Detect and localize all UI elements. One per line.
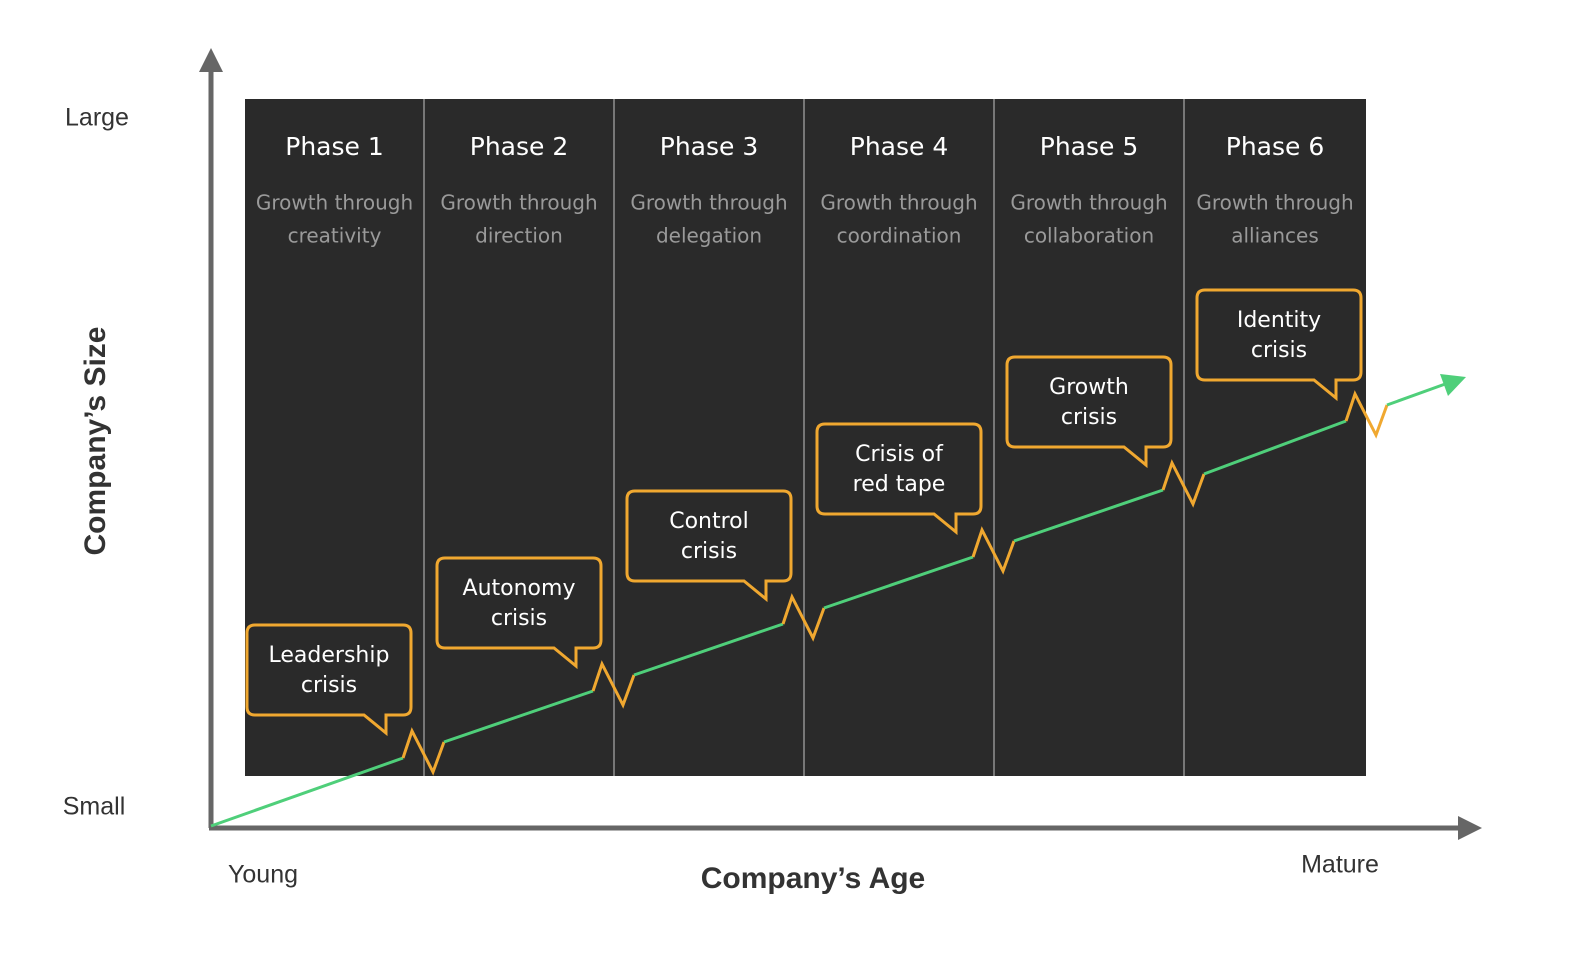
phase-subtitle: creativity <box>288 224 382 248</box>
crisis-callout <box>625 489 793 603</box>
phase-title: Phase 4 <box>850 132 949 161</box>
crisis-label: Growth <box>1049 375 1129 400</box>
x-left-label: Young <box>228 861 298 889</box>
phase-panel <box>245 99 1366 776</box>
phase-title: Phase 6 <box>1226 132 1325 161</box>
phase-subtitle: collaboration <box>1024 224 1154 248</box>
crisis-label: Leadership <box>269 643 390 668</box>
crisis-callout <box>815 422 983 536</box>
crisis-label: Control <box>669 509 749 534</box>
crisis-label: crisis <box>301 673 357 698</box>
phase-subtitle: Growth through <box>1010 191 1167 215</box>
growth-line <box>1386 381 1449 407</box>
crisis-zigzag <box>1344 390 1389 439</box>
phase-subtitle: Growth through <box>630 191 787 215</box>
crisis-zigzag <box>1161 459 1206 508</box>
y-axis-title: Company’s Size <box>79 327 112 556</box>
crisis-zigzag <box>781 593 826 642</box>
crisis-label: crisis <box>681 539 737 564</box>
y-bottom-label: Small <box>63 793 126 821</box>
phase-subtitle: Growth through <box>820 191 977 215</box>
crisis-label: red tape <box>853 472 946 497</box>
crisis-callout <box>1195 288 1363 402</box>
phase-subtitle: direction <box>475 224 563 248</box>
phase-title: Phase 5 <box>1040 132 1139 161</box>
growth-line <box>633 622 784 677</box>
growth-line <box>1203 419 1347 476</box>
phase-subtitle: alliances <box>1231 224 1319 248</box>
crisis-zigzag <box>591 660 636 709</box>
y-top-label: Large <box>65 104 129 132</box>
growth-arrow <box>1440 374 1466 396</box>
phase-subtitle: Growth through <box>440 191 597 215</box>
phase-title: Phase 2 <box>470 132 569 161</box>
x-right-label: Mature <box>1301 851 1379 879</box>
crisis-zigzag <box>401 727 446 776</box>
y-axis-arrow <box>199 48 223 72</box>
growth-line <box>1013 488 1164 543</box>
crisis-callout <box>1005 355 1173 469</box>
phase-title: Phase 1 <box>285 132 384 161</box>
crisis-label: Crisis of <box>855 442 944 467</box>
crisis-label: crisis <box>1061 405 1117 430</box>
growth-line <box>443 689 594 744</box>
crisis-label: crisis <box>1251 338 1307 363</box>
growth-line <box>823 555 974 610</box>
crisis-callout <box>435 556 603 670</box>
x-axis-arrow <box>1458 816 1482 840</box>
crisis-label: Autonomy <box>463 576 576 601</box>
phase-subtitle: delegation <box>656 224 762 248</box>
crisis-label: crisis <box>491 606 547 631</box>
crisis-zigzag <box>971 526 1016 575</box>
phase-subtitle: Growth through <box>1196 191 1353 215</box>
crisis-label: Identity <box>1237 308 1321 333</box>
phase-title: Phase 3 <box>660 132 759 161</box>
crisis-callout <box>245 623 413 737</box>
growth-line <box>210 756 404 828</box>
phase-subtitle: coordination <box>837 224 962 248</box>
x-axis-title: Company’s Age <box>701 862 926 895</box>
phase-subtitle: Growth through <box>256 191 413 215</box>
